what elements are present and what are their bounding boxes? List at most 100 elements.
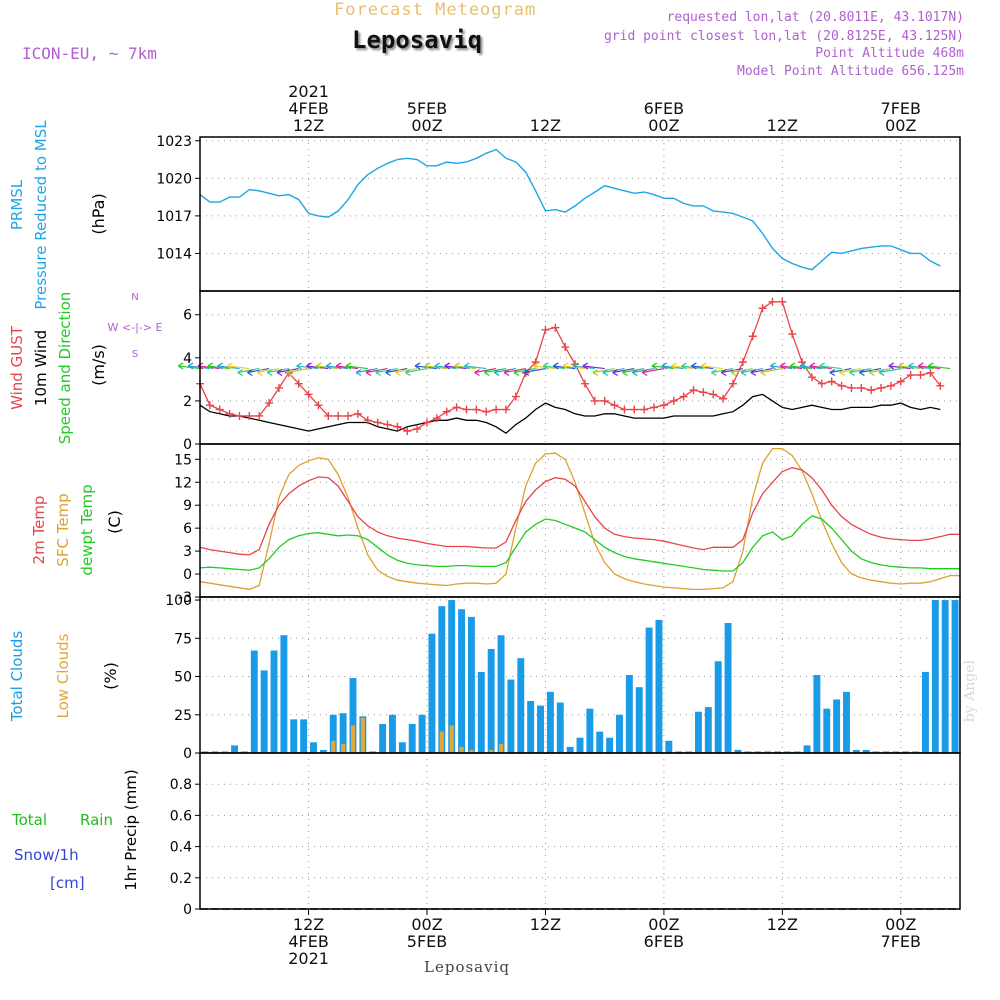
bottom-time-label: 00Z xyxy=(648,915,679,934)
y-tick-label: 25 xyxy=(174,708,192,724)
gust-marker xyxy=(817,379,826,388)
wind-arrow-head xyxy=(730,369,737,377)
requested-coords: requested lon,lat (20.8011E, 43.1017N) xyxy=(666,10,964,25)
gust-marker xyxy=(936,381,945,390)
wind-arrow-head xyxy=(681,362,687,370)
y-tick-label: 0 xyxy=(183,746,192,762)
wind-arrow xyxy=(405,367,428,374)
top-time-label: 00Z xyxy=(411,116,442,135)
gust-marker xyxy=(709,390,718,399)
low-cloud-bar xyxy=(449,725,454,753)
wind-arrow-head xyxy=(543,362,549,370)
top-time-label: 12Z xyxy=(767,116,798,135)
wind-arrow xyxy=(849,367,872,374)
wind-arrow xyxy=(612,367,635,374)
gust-marker xyxy=(561,343,570,352)
wind-arrow xyxy=(286,367,309,374)
gust-marker xyxy=(758,304,767,313)
wind-arrow xyxy=(474,367,497,374)
total-cloud-bar xyxy=(556,702,564,753)
gust-marker xyxy=(255,411,264,420)
wind-arrow-head xyxy=(898,362,904,370)
total-cloud-bar xyxy=(606,737,614,753)
station-title: Leposaviq xyxy=(352,26,483,54)
gust-marker xyxy=(896,377,905,386)
wind-arrow-head xyxy=(612,369,618,377)
wind-arrow xyxy=(869,367,892,374)
gust-marker xyxy=(827,377,836,386)
wind-arrow-head xyxy=(316,362,322,370)
wind-arrow xyxy=(760,367,783,374)
total-cloud-bar xyxy=(408,723,416,753)
bottom-time-label: 4FEB xyxy=(288,932,328,951)
precip-unit: 1hr Precip (mm) xyxy=(122,769,140,890)
wind-arrow-head xyxy=(552,362,559,370)
wind-arrow-head xyxy=(474,369,480,377)
total-cloud-bar xyxy=(270,650,278,753)
total-cloud-bar xyxy=(744,751,752,753)
total-cloud-bar xyxy=(882,751,890,753)
panel-frame-5 xyxy=(199,752,961,910)
gust-marker xyxy=(541,325,550,334)
y-tick-label: 0 xyxy=(183,902,192,918)
y-tick-label: 0.6 xyxy=(170,808,192,824)
wind-arrow-head xyxy=(760,369,767,377)
total-cloud-bar xyxy=(497,635,505,753)
wind-arrow xyxy=(721,367,743,374)
total-cloud-bar xyxy=(290,719,298,753)
wind-arrow-head xyxy=(839,369,845,377)
gust-line xyxy=(199,301,941,432)
gust-marker xyxy=(501,405,510,414)
wind-arrow xyxy=(622,367,645,374)
low-cloud-bar xyxy=(459,746,464,753)
wind-arrow-head xyxy=(868,369,875,377)
wind-arrow-head xyxy=(296,362,302,370)
top-time-label: 5FEB xyxy=(407,99,447,118)
total-cloud-bar xyxy=(418,714,426,753)
top-time-label: 6FEB xyxy=(644,99,684,118)
wind-arrow-head xyxy=(503,369,510,377)
gust-marker xyxy=(788,330,797,339)
total-cloud-bar xyxy=(477,671,485,753)
wind-arrow-head xyxy=(335,362,342,370)
wind-arrow-head xyxy=(908,362,914,370)
top-time-label: 4FEB xyxy=(288,99,328,118)
wind-arrow xyxy=(750,367,773,374)
low-cloud-bar xyxy=(469,749,474,753)
gust-marker xyxy=(245,411,254,420)
wind-arrow xyxy=(395,367,418,374)
temp-unit: (C) xyxy=(105,510,124,534)
gust-marker xyxy=(778,297,787,306)
gust-marker xyxy=(462,405,471,414)
total-cloud-bar xyxy=(240,751,248,753)
product-title: Forecast Meteogram xyxy=(334,0,537,20)
wind-arrow xyxy=(355,367,378,374)
t2m-label: 2m Temp xyxy=(30,496,48,565)
wind-arrow-head xyxy=(671,362,677,370)
wind-arrow xyxy=(227,365,250,370)
gust-marker xyxy=(738,358,747,367)
wind-arrow-head xyxy=(177,362,184,370)
y-tick-label: 100 xyxy=(165,593,192,609)
wind-arrow xyxy=(592,367,615,374)
gust-marker xyxy=(867,386,876,395)
compass-we: W <-|-> E xyxy=(108,321,163,334)
total-cloud-bar xyxy=(922,671,929,753)
wind-arrow xyxy=(257,367,280,374)
total-cloud-bar xyxy=(201,751,209,753)
wind-arrow-head xyxy=(266,369,273,377)
total-cloud-bar xyxy=(675,751,683,753)
total-cloud-bar xyxy=(892,751,900,753)
total-cloud-bar xyxy=(823,708,831,753)
wind-arrow-head xyxy=(622,369,628,377)
wind-arrow xyxy=(523,367,546,374)
precip-snow-label: Snow/1h xyxy=(14,846,79,864)
gust-marker xyxy=(294,379,303,388)
low-cloud-bar xyxy=(331,740,336,753)
bottom-time-label: 6FEB xyxy=(644,932,684,951)
gust-marker xyxy=(225,409,234,418)
wind-arrow xyxy=(513,367,536,374)
total-cloud-bar xyxy=(527,701,535,753)
wind-arrow-head xyxy=(819,362,826,370)
